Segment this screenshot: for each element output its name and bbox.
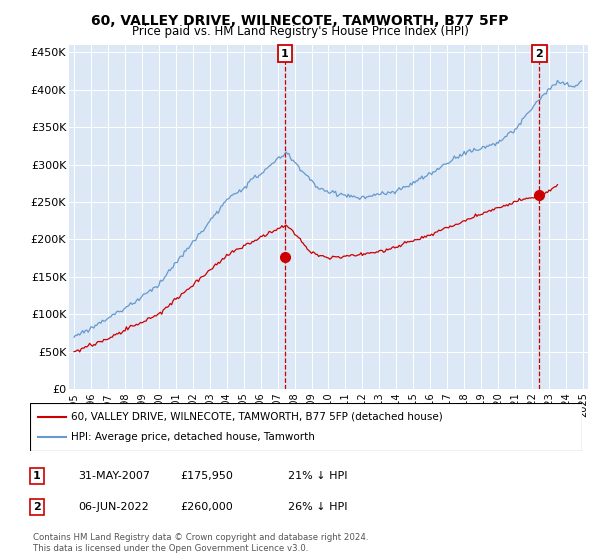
Text: 60, VALLEY DRIVE, WILNECOTE, TAMWORTH, B77 5FP (detached house): 60, VALLEY DRIVE, WILNECOTE, TAMWORTH, B… — [71, 412, 443, 422]
Text: 06-JUN-2022: 06-JUN-2022 — [78, 502, 149, 512]
Text: £175,950: £175,950 — [180, 471, 233, 481]
Text: This data is licensed under the Open Government Licence v3.0.: This data is licensed under the Open Gov… — [33, 544, 308, 553]
Text: 31-MAY-2007: 31-MAY-2007 — [78, 471, 150, 481]
Text: 21% ↓ HPI: 21% ↓ HPI — [288, 471, 347, 481]
Text: 1: 1 — [33, 471, 41, 481]
Text: £260,000: £260,000 — [180, 502, 233, 512]
Text: Price paid vs. HM Land Registry's House Price Index (HPI): Price paid vs. HM Land Registry's House … — [131, 25, 469, 38]
Text: 26% ↓ HPI: 26% ↓ HPI — [288, 502, 347, 512]
Text: 2: 2 — [536, 49, 544, 59]
Text: 1: 1 — [281, 49, 289, 59]
Text: HPI: Average price, detached house, Tamworth: HPI: Average price, detached house, Tamw… — [71, 432, 315, 442]
Text: Contains HM Land Registry data © Crown copyright and database right 2024.: Contains HM Land Registry data © Crown c… — [33, 533, 368, 542]
Text: 2: 2 — [33, 502, 41, 512]
Text: 60, VALLEY DRIVE, WILNECOTE, TAMWORTH, B77 5FP: 60, VALLEY DRIVE, WILNECOTE, TAMWORTH, B… — [91, 14, 509, 28]
